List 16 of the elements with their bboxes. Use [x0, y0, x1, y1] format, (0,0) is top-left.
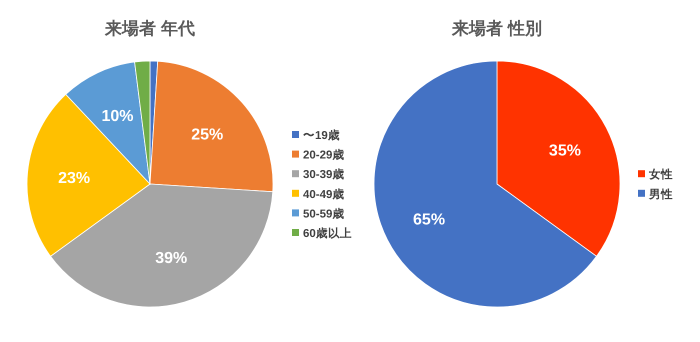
data-label: 25%	[191, 126, 224, 144]
chart-title: 来場者 性別	[451, 19, 542, 38]
chart-title: 来場者 年代	[104, 19, 195, 38]
legend-label: 20-29歳	[303, 148, 344, 162]
legend-label: 30-39歳	[303, 167, 344, 182]
legend-label: 女性	[648, 168, 673, 182]
data-label: 10%	[102, 108, 134, 125]
legend-label: 40-49歳	[303, 186, 344, 201]
data-label: 39%	[155, 250, 188, 268]
data-label: 23%	[58, 170, 90, 187]
legend-label: 〜19歳	[303, 128, 340, 142]
legend-label: 60歳以上	[303, 226, 352, 240]
legend-label: 50-59歳	[303, 206, 344, 220]
data-label: 65%	[413, 212, 446, 229]
data-label: 35%	[548, 142, 581, 160]
legend-label: 男性	[648, 188, 673, 201]
